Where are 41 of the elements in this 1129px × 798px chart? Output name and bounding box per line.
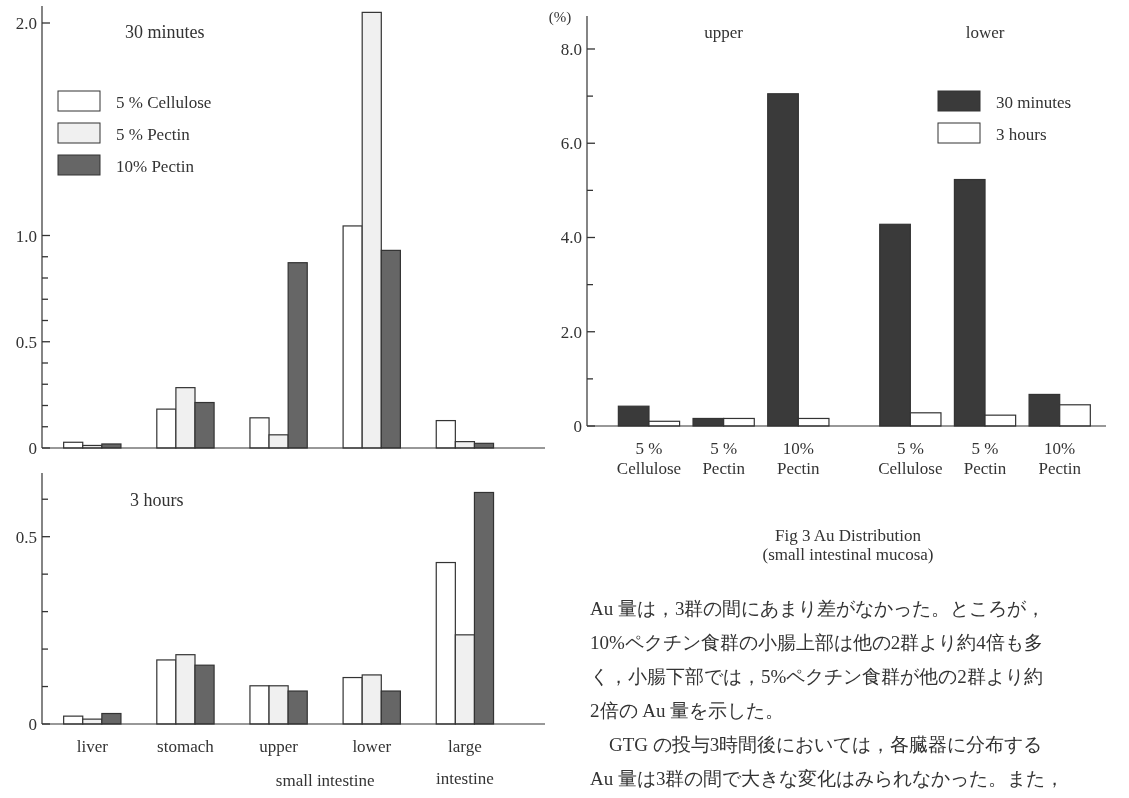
x-tick-label: lower	[352, 737, 392, 756]
y-tick-label: 0.5	[15, 527, 37, 547]
legend-label: 5 % Cellulose	[116, 93, 212, 112]
text: く，小腸下部では，5%ペクチン食群が他の2群より約	[590, 666, 1043, 687]
y-tick-label: 4.0	[560, 228, 582, 248]
y-tick-label: 1.0	[15, 226, 37, 246]
x-tick-label: 10% Pectin	[777, 439, 821, 478]
x-tick-label: upper	[259, 737, 299, 756]
x-tick-label: 5 % Pectin	[702, 439, 746, 478]
text: 30 minutes	[125, 22, 205, 42]
x-tick-label: stomach	[157, 737, 215, 756]
y-tick-label: 2.0	[15, 14, 37, 33]
text: GTG の投与3時間後においては，各臓器に分布する	[590, 734, 1043, 755]
y-tick-label: 2.0	[560, 322, 582, 342]
legend-label: 3 hours	[996, 125, 1047, 144]
x-tick-label: liver	[76, 737, 109, 756]
x-tick-label: 5 % Cellulose	[878, 439, 943, 478]
y-tick-label: 0	[28, 715, 37, 734]
text: small intestine	[275, 771, 375, 790]
x-tick-label: 10% Pectin	[1038, 439, 1082, 478]
legend-label: 30 minutes	[996, 93, 1072, 112]
y-axis-title: (%)	[548, 9, 572, 26]
annotation: upper	[704, 23, 744, 42]
y-tick-label: 0.5	[15, 332, 37, 352]
y-tick-label: 6.0	[560, 134, 582, 154]
x-tick-label: 5 % Cellulose	[616, 439, 682, 478]
y-tick-label: 0	[573, 417, 582, 436]
text: 2倍の Au 量を示した。	[590, 700, 785, 721]
y-tick-label: 0	[28, 439, 37, 458]
text: 3 hours	[130, 490, 184, 510]
text: Au 量は3群の間で大きな変化はみられなかった。また，	[590, 768, 1065, 789]
text: Fig 3 Au Distribution	[775, 526, 922, 545]
legend-label: 5 % Pectin	[116, 125, 191, 144]
annotation: lower	[965, 23, 1005, 42]
text: Au 量は，3群の間にあまり差がなかった。ところが，	[590, 598, 1046, 619]
text: (small intestinal mucosa)	[762, 545, 934, 564]
x-tick-label: 5 % Pectin	[963, 439, 1007, 478]
x-tick-label: large intestine	[436, 737, 494, 788]
text: 10%ペクチン食群の小腸上部は他の2群より約4倍も多	[590, 632, 1043, 653]
legend-label: 10% Pectin	[116, 157, 195, 176]
y-tick-label: 8.0	[560, 39, 582, 59]
